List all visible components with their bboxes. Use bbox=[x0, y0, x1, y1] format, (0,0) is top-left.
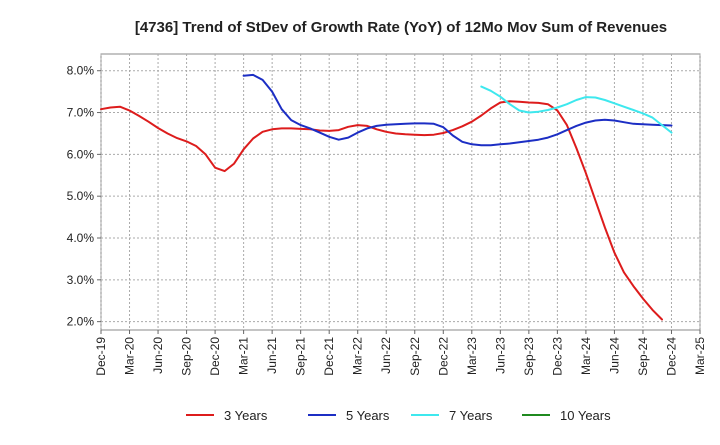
y-tick-label: 3.0% bbox=[67, 273, 95, 287]
x-tick-label: Jun-22 bbox=[379, 337, 393, 374]
series-line-5-years bbox=[242, 73, 673, 147]
x-tick-label: Mar-25 bbox=[693, 337, 707, 375]
x-tick-label: Sep-21 bbox=[294, 337, 308, 376]
legend-label-3-years: 3 Years bbox=[224, 408, 268, 423]
x-tick-label: Mar-24 bbox=[579, 337, 593, 375]
x-tick-label: Sep-20 bbox=[180, 337, 194, 376]
x-tick-label: Jun-24 bbox=[607, 337, 621, 374]
x-tick-label: Mar-23 bbox=[465, 337, 479, 375]
legend-label-5-years: 5 Years bbox=[346, 408, 390, 423]
grid-lines bbox=[100, 54, 701, 330]
x-tick-label: Dec-22 bbox=[436, 337, 450, 376]
y-tick-label: 8.0% bbox=[67, 64, 95, 78]
x-tick-label: Jun-23 bbox=[493, 337, 507, 374]
x-tick-label: Sep-23 bbox=[522, 337, 536, 376]
x-tick-label: Sep-22 bbox=[408, 337, 422, 376]
legend: 3 Years 5 Years 7 Years 10 Years bbox=[186, 408, 611, 423]
x-tick-label: Sep-24 bbox=[636, 337, 650, 376]
x-tick-label: Dec-21 bbox=[322, 337, 336, 376]
legend-label-10-years: 10 Years bbox=[560, 408, 611, 423]
x-tick-label: Mar-22 bbox=[351, 337, 365, 375]
chart-title: [4736] Trend of StDev of Growth Rate (Yo… bbox=[135, 19, 667, 36]
x-tick-label: Dec-19 bbox=[94, 337, 108, 376]
series-line-7-years bbox=[480, 85, 673, 134]
x-axis: Dec-19 Mar-20 Jun-20 Sep-20 Dec-20 Mar-21 Jun-… bbox=[94, 330, 707, 376]
x-tick-label: Mar-21 bbox=[237, 337, 251, 375]
x-tick-label: Jun-20 bbox=[151, 337, 165, 374]
series-lines bbox=[100, 73, 673, 321]
x-tick-label: Dec-24 bbox=[664, 337, 678, 376]
y-tick-label: 4.0% bbox=[67, 231, 95, 245]
y-axis: 2.0% 3.0% 4.0% 5.0% 6.0% 7.0% 8.0% bbox=[67, 64, 101, 329]
legend-label-7-years: 7 Years bbox=[449, 408, 493, 423]
x-tick-label: Dec-23 bbox=[550, 337, 564, 376]
x-tick-label: Dec-20 bbox=[208, 337, 222, 376]
x-tick-label: Jun-21 bbox=[265, 337, 279, 374]
y-tick-label: 7.0% bbox=[67, 106, 95, 120]
y-tick-label: 6.0% bbox=[67, 147, 95, 161]
plot-area bbox=[100, 53, 701, 331]
x-tick-label: Mar-20 bbox=[123, 337, 137, 375]
y-tick-label: 5.0% bbox=[67, 189, 95, 203]
y-tick-label: 2.0% bbox=[67, 315, 95, 329]
